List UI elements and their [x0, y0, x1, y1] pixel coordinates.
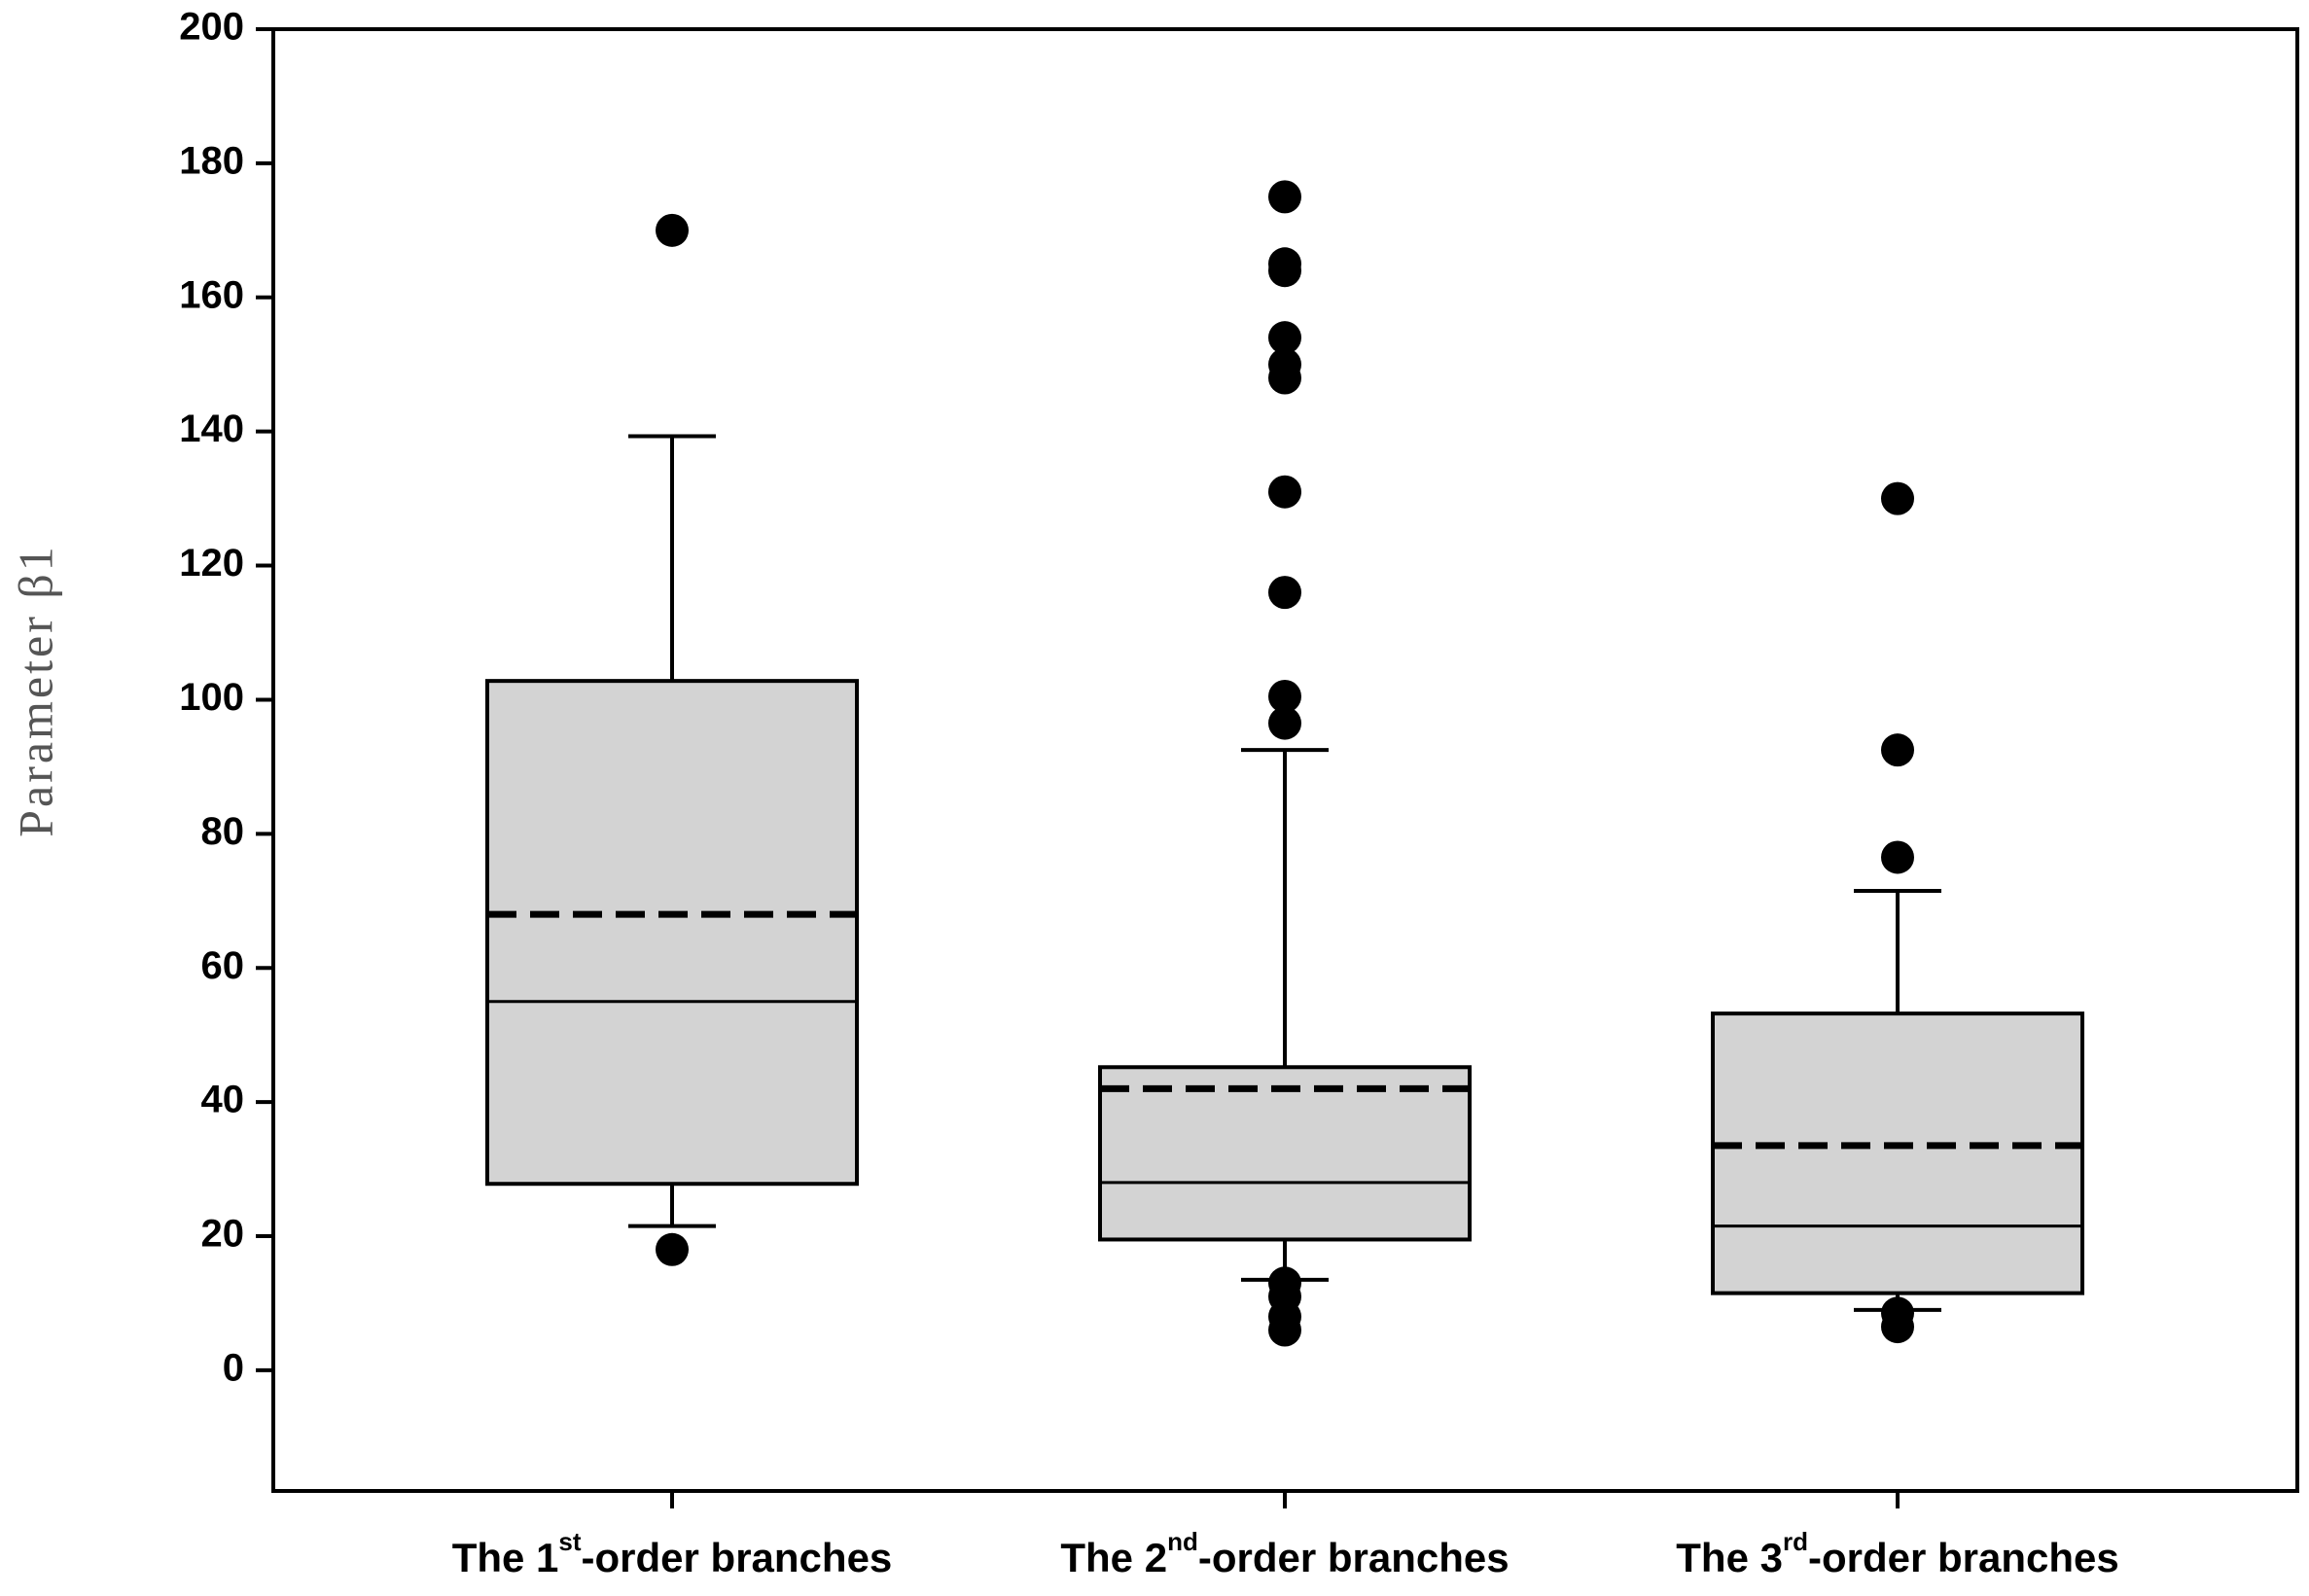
y-tick-label: 180	[179, 139, 244, 182]
x-tick-label: The 2nd-order branches	[1060, 1527, 1509, 1580]
x-tick-label: The 1st-order branches	[452, 1527, 893, 1580]
x-tick-label-part: The 2	[1060, 1535, 1167, 1580]
y-tick-label: 200	[179, 6, 244, 49]
outlier	[1268, 361, 1301, 395]
y-tick-label: 140	[179, 408, 244, 450]
outlier	[656, 1232, 689, 1266]
x-tick-label-part: nd	[1167, 1527, 1198, 1556]
y-tick-label: 40	[201, 1079, 245, 1121]
outlier	[1881, 1310, 1914, 1344]
y-tick-label: 160	[179, 273, 244, 316]
x-tick-label-part: The 3	[1676, 1535, 1783, 1580]
x-tick-label-part: The 1	[452, 1535, 559, 1580]
x-tick-label-part: rd	[1783, 1527, 1808, 1556]
y-tick-label: 20	[201, 1213, 245, 1256]
outlier	[1268, 475, 1301, 509]
box	[1711, 1011, 2084, 1295]
y-tick-label: 60	[201, 944, 245, 987]
y-tick-label: 80	[201, 810, 245, 853]
outlier	[1268, 254, 1301, 288]
y-tick-label: 0	[223, 1346, 244, 1389]
outlier	[1881, 840, 1914, 874]
outlier	[1268, 321, 1301, 355]
outlier	[1268, 706, 1301, 740]
outlier	[1268, 180, 1301, 214]
x-tick-label-part: -order branches	[582, 1535, 893, 1580]
outlier	[1881, 481, 1914, 515]
y-axis-label: Parameter β1	[8, 544, 62, 837]
x-tick-label: The 3rd-order branches	[1676, 1527, 2118, 1580]
outlier	[1881, 733, 1914, 767]
outlier	[1268, 680, 1301, 714]
outlier	[1268, 1313, 1301, 1347]
y-tick-label: 120	[179, 542, 244, 585]
outlier	[1268, 576, 1301, 610]
x-tick-label-part: -order branches	[1808, 1535, 2119, 1580]
x-tick-label-part: st	[558, 1527, 581, 1556]
outlier	[656, 213, 689, 247]
box	[485, 679, 859, 1187]
y-tick-label: 100	[179, 676, 244, 719]
x-tick-label-part: -order branches	[1198, 1535, 1510, 1580]
box	[1098, 1065, 1472, 1242]
